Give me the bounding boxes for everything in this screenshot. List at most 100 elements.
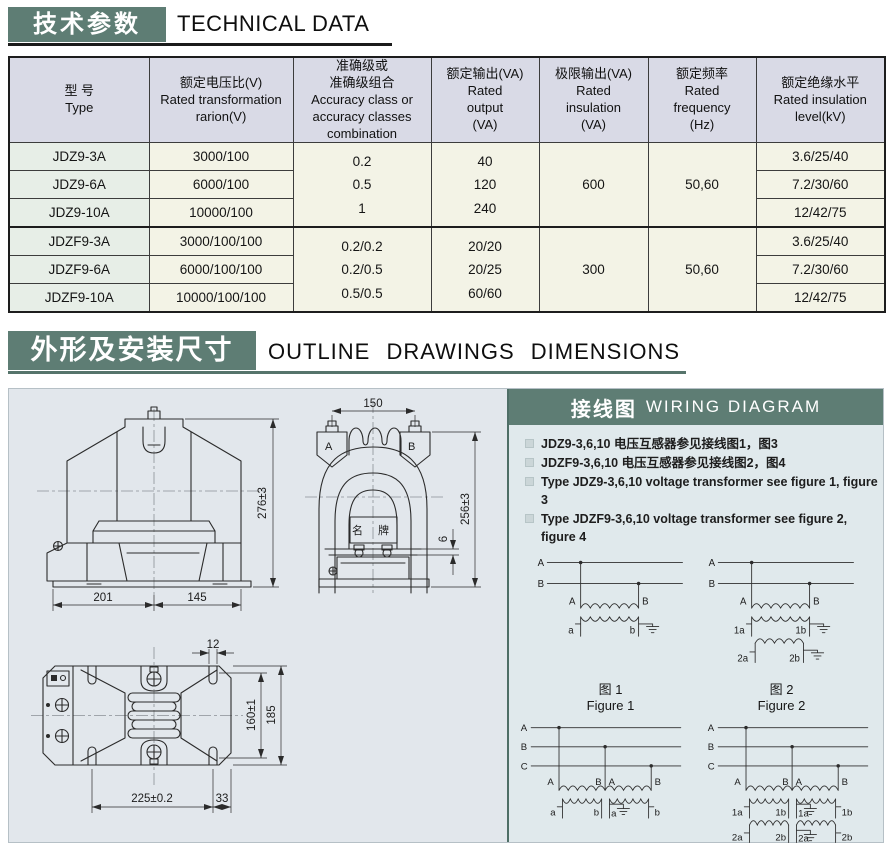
figure-2-schematic: A B A B 1a 1b 2a (709, 558, 854, 665)
dimension-label: 150 (363, 398, 382, 410)
cell-output-group1: 40 120 240 (430, 142, 540, 228)
table-header-row: 型 号 Type 额定电压比(V) Rated transformation r… (8, 56, 886, 144)
dimension-label: 145 (187, 592, 206, 604)
svg-text:1b: 1b (795, 626, 806, 637)
accuracy-line: 0.2 (352, 153, 372, 169)
output-line: 40 (477, 153, 493, 169)
table-row: JDZF9-3A 3000/100/100 0.2/0.2 0.2/0.5 0.… (8, 226, 886, 313)
outline-drawings-area: 276±3 201 145 150 A (9, 389, 507, 842)
dimension-label: 185 (266, 705, 278, 724)
figure-caption: 图 1 Figure 1 (586, 682, 635, 714)
front-view-drawing: 150 A B 名 牌 (305, 398, 481, 594)
svg-text:A: A (708, 723, 715, 734)
terminal-label-a: A (325, 441, 333, 453)
svg-text:b: b (594, 807, 599, 818)
cell-frequency-group1: 50,60 (647, 142, 757, 228)
svg-text:A: A (609, 777, 616, 788)
output-line: 20/25 (468, 262, 502, 278)
cell-ratio: 3000/100/100 (148, 226, 294, 257)
svg-text:B: B (642, 597, 648, 608)
svg-text:A: A (569, 597, 576, 608)
outline-title-underline (8, 371, 686, 374)
svg-text:A: A (734, 777, 741, 788)
wiring-diagram-panel: 接线图 WIRING DIAGRAM JDZ9-3,6,10 电压互感器参见接线… (507, 389, 883, 843)
cell-level: 3.6/25/40 (755, 142, 886, 172)
wiring-note: Type JDZ9-3,6,10 voltage transformer see… (525, 473, 879, 509)
bottom-view-drawing: 12 160±1 185 225±0.2 33 (31, 639, 287, 813)
svg-text:1b: 1b (775, 807, 786, 818)
figure-4: A B C A B A B 1a (706, 717, 873, 843)
dimension-label: 12 (207, 639, 220, 651)
dimension-label: 33 (216, 793, 229, 805)
svg-text:1a: 1a (798, 808, 809, 819)
accuracy-line: 0.2/0.2 (341, 238, 383, 254)
svg-text:A: A (521, 723, 528, 734)
dimension-label: 276±3 (257, 487, 269, 519)
figure-1: A B A B a b 图 1 (535, 550, 686, 715)
figure-caption: 图 2 Figure 2 (757, 682, 806, 714)
svg-text:a: a (550, 807, 556, 818)
svg-text:B: B (709, 579, 715, 590)
svg-text:B: B (782, 777, 788, 788)
svg-text:B: B (595, 777, 601, 788)
cell-accuracy-group2: 0.2/0.2 0.2/0.5 0.5/0.5 (292, 226, 432, 313)
cell-level: 12/42/75 (755, 198, 886, 228)
svg-text:B: B (521, 742, 527, 753)
dimension-label: 201 (93, 592, 112, 604)
accuracy-line: 0.2/0.5 (341, 262, 383, 278)
cell-level: 7.2/30/60 (755, 255, 886, 285)
cell-ratio: 10000/100 (148, 198, 294, 228)
figure-2: A B A B 1a 1b 2a (706, 550, 857, 715)
table-row: JDZ9-10A 10000/100 12/42/75 (8, 198, 886, 228)
svg-text:1a: 1a (732, 807, 743, 818)
outline-and-wiring-panel: 276±3 201 145 150 A (8, 388, 884, 843)
cell-ratio: 10000/100/100 (148, 283, 294, 313)
output-line: 20/20 (468, 238, 502, 254)
figure-3-schematic: A B C A B A B a (521, 723, 682, 819)
svg-text:a: a (611, 808, 617, 819)
side-view-drawing: 276±3 201 145 (37, 406, 279, 611)
table-row: JDZF9-6A 6000/100/100 7.2/30/60 (8, 255, 886, 285)
technical-data-title-en: TECHNICAL DATA (177, 11, 370, 36)
col-header-limit-output: 极限输出(VA) Rated insulation (VA) (538, 56, 649, 144)
terminal-label-b: B (408, 441, 415, 453)
square-bullet-icon (525, 458, 534, 467)
cell-type: JDZF9-6A (8, 255, 150, 285)
dimension-label: 225±0.2 (131, 793, 173, 805)
svg-text:B: B (708, 742, 714, 753)
accuracy-line: 0.5/0.5 (341, 285, 383, 301)
svg-text:A: A (796, 777, 803, 788)
table-row: JDZ9-6A 6000/100 7.2/30/60 (8, 170, 886, 200)
cell-frequency-group2: 50,60 (647, 226, 757, 313)
technical-data-table: 型 号 Type 额定电压比(V) Rated transformation r… (8, 56, 886, 314)
figure-1-schematic: A B A B a b (538, 558, 683, 637)
cell-type: JDZF9-10A (8, 283, 150, 313)
cell-accuracy-group1: 0.2 0.5 1 (292, 142, 432, 228)
cell-type: JDZ9-3A (8, 142, 150, 172)
square-bullet-icon (525, 477, 534, 486)
wiring-title-en: WIRING DIAGRAM (645, 397, 822, 416)
dimension-label: 6 (438, 536, 450, 542)
wiring-note: JDZ9-3,6,10 电压互感器参见接线图1，图3 (525, 435, 879, 453)
svg-text:1a: 1a (734, 626, 745, 637)
svg-text:2a: 2a (798, 833, 809, 843)
table-row: JDZF9-10A 10000/100/100 12/42/75 (8, 283, 886, 313)
svg-text:C: C (708, 761, 715, 772)
cell-limit-output-group2: 300 (538, 226, 649, 313)
svg-text:2b: 2b (789, 654, 800, 665)
svg-text:2a: 2a (732, 832, 743, 843)
svg-text:1b: 1b (842, 807, 853, 818)
outline-title-en: OUTLINE DRAWINGS DIMENSIONS (268, 339, 681, 364)
cell-level: 7.2/30/60 (755, 170, 886, 200)
table-row: JDZ9-3A 3000/100 0.2 0.5 1 40 120 240 (8, 142, 886, 228)
col-header-output: 额定输出(VA) Rated output (VA) (430, 56, 540, 144)
figure-3: A B C A B A B a (519, 717, 686, 843)
cell-type: JDZF9-3A (8, 226, 150, 257)
square-bullet-icon (525, 514, 534, 523)
col-header-type: 型 号 Type (8, 56, 150, 144)
technical-data-title-zh: 技术参数 (8, 7, 166, 42)
svg-text:A: A (740, 597, 747, 608)
wiring-note: Type JDZF9-3,6,10 voltage transformer se… (525, 510, 879, 546)
svg-text:B: B (655, 777, 661, 788)
